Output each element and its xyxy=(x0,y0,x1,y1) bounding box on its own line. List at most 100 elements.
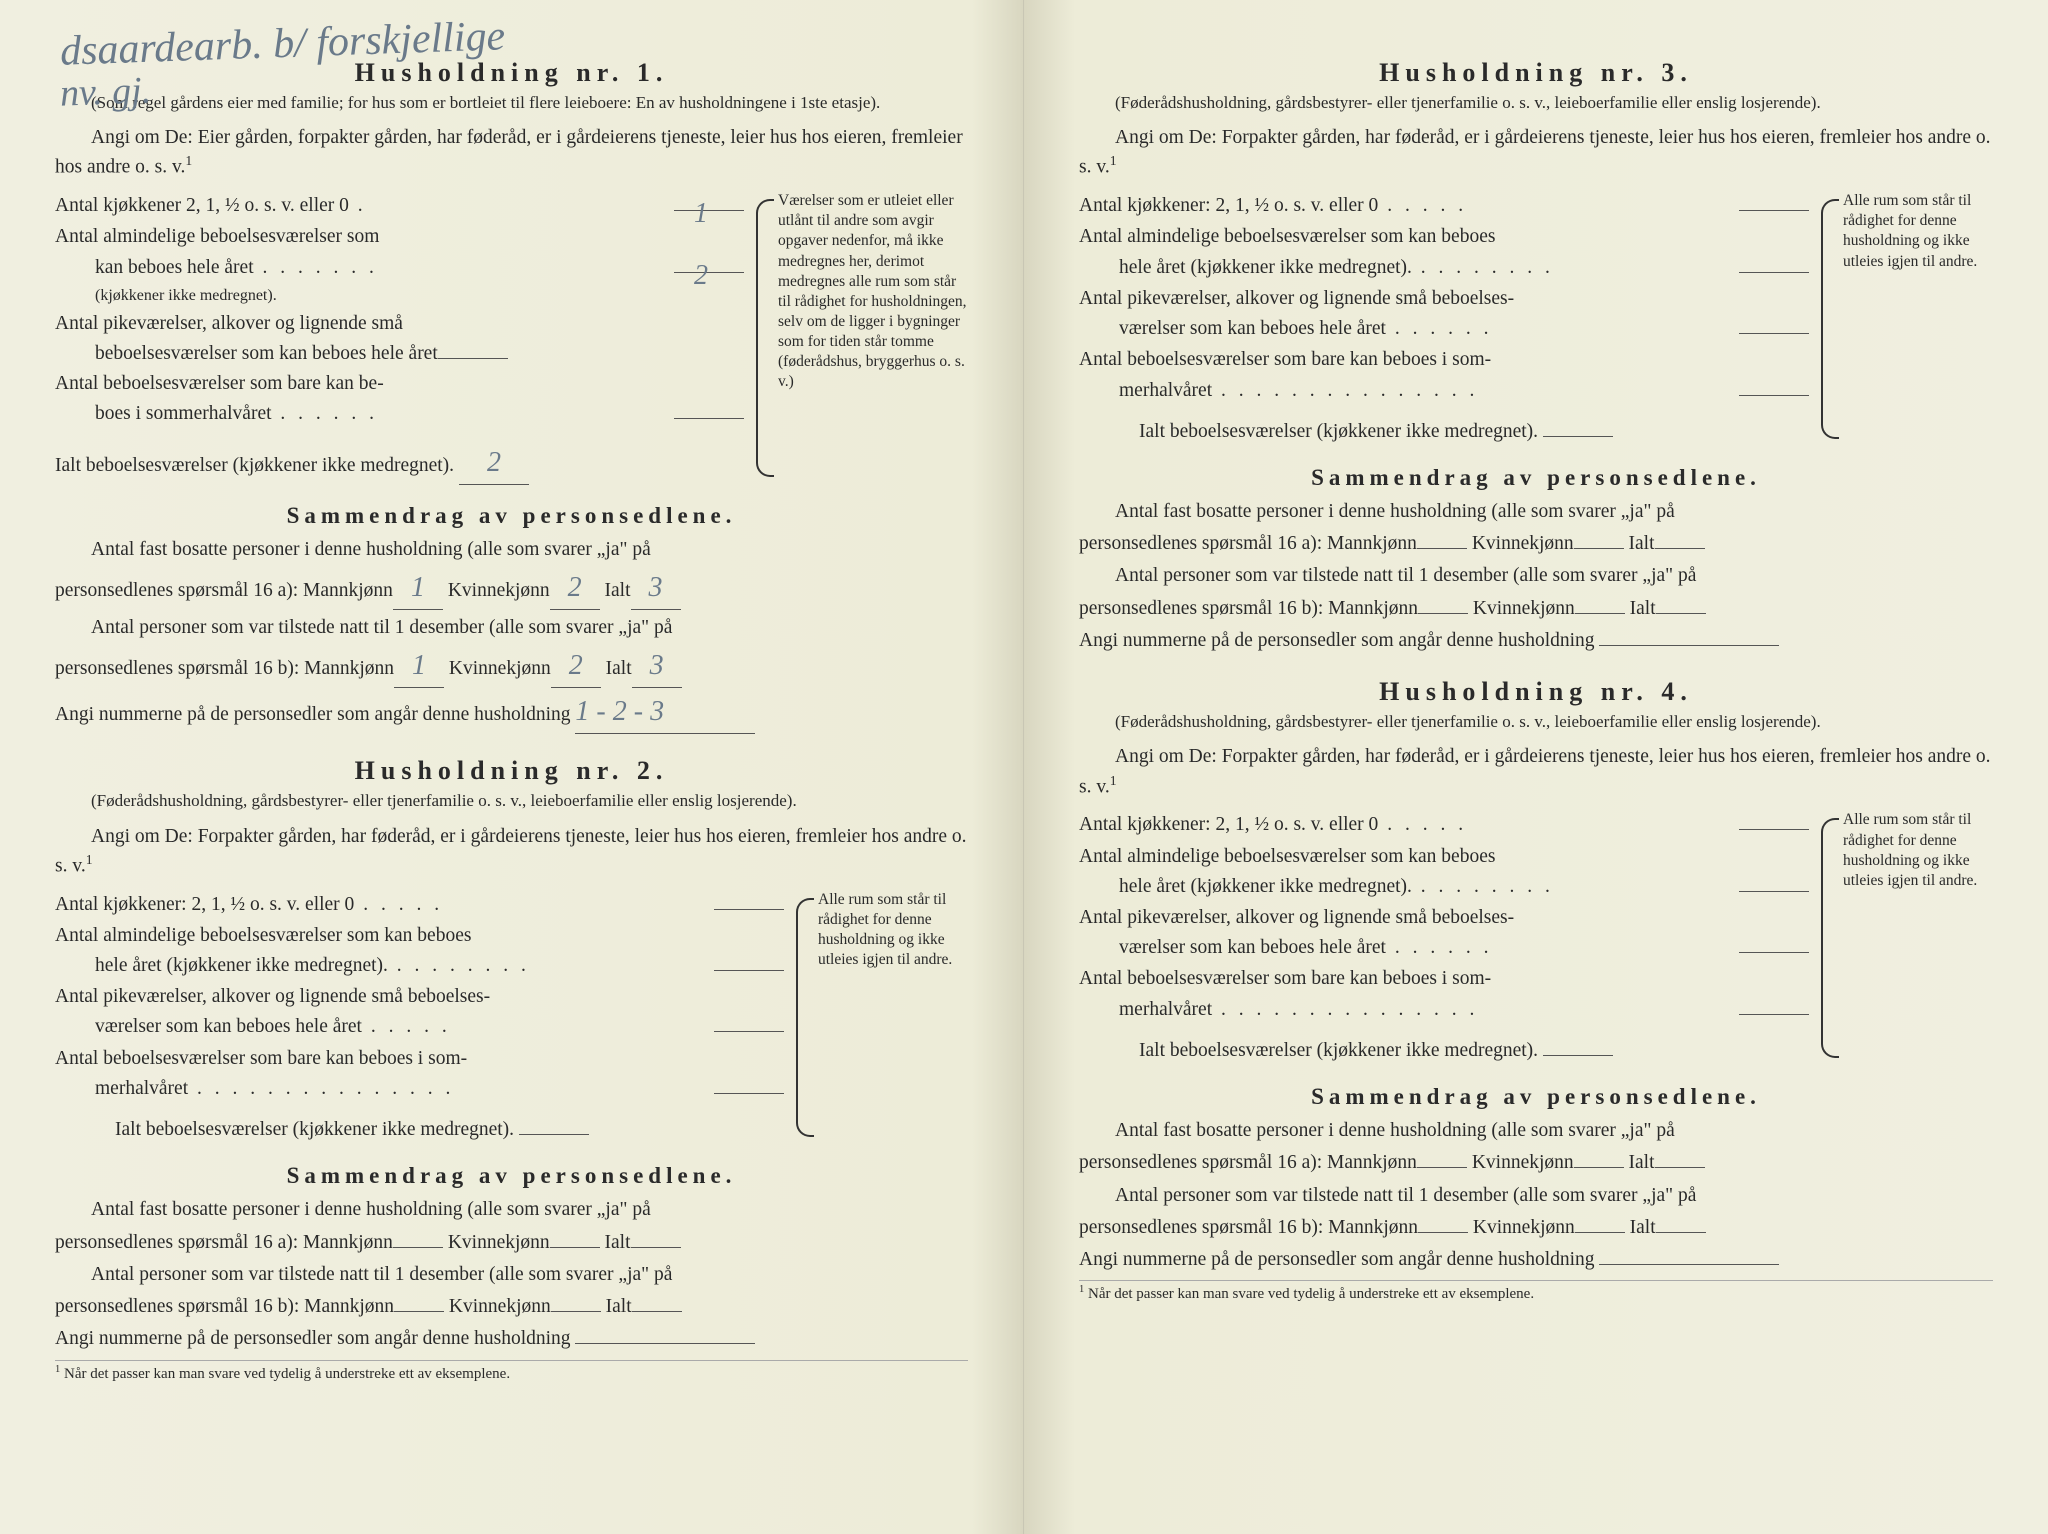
q: Antal kjøkkener: 2, 1, ½ o. s. v. eller … xyxy=(1079,191,1378,221)
q: hele året (kjøkkener ikke medregnet). xyxy=(1119,872,1412,902)
f xyxy=(714,909,784,910)
hw: 1 xyxy=(694,192,708,235)
footnote: 1 Når det passer kan man svare ved tydel… xyxy=(55,1360,968,1383)
s16b-2: personsedlenes spørsmål 16 b): Mannkjønn… xyxy=(1079,594,1993,623)
q: Antal pikeværelser, alkover og lignende … xyxy=(1079,284,1514,314)
h4-angi: Angi om De: Forpakter gården, har føderå… xyxy=(1079,743,1993,800)
f xyxy=(1739,891,1809,892)
q: beboelsesværelser som kan beboes hele år… xyxy=(95,339,438,369)
lbl: Kvinnekjønn xyxy=(1473,598,1575,619)
questions-col: Antal kjøkkener 2, 1, ½ o. s. v. eller 0… xyxy=(55,191,744,485)
sammendrag-title: Sammendrag av personsedlene. xyxy=(1079,465,1993,491)
lbl: Kvinnekjønn xyxy=(1472,533,1574,554)
h-num: 4. xyxy=(1661,677,1693,706)
lbl: Kvinnekjønn xyxy=(1473,1217,1575,1238)
h3-title: Husholdning nr. 3. xyxy=(1079,58,1993,88)
lbl: Kvinnekjønn xyxy=(448,580,550,601)
f: 2 xyxy=(550,567,600,610)
fill xyxy=(674,418,744,419)
q: merhalvåret xyxy=(1119,376,1212,406)
f xyxy=(714,970,784,971)
h-num: 2. xyxy=(637,756,669,785)
f: 1 - 2 - 3 xyxy=(575,691,755,734)
q: værelser som kan beboes hele året xyxy=(1119,933,1386,963)
h3-angi: Angi om De: Forpakter gården, har føderå… xyxy=(1079,124,1993,181)
f xyxy=(1656,613,1706,614)
angi-text: Angi om De: Forpakter gården, har føderå… xyxy=(1079,746,1991,797)
s16b-1: Antal personer som var tilstede natt til… xyxy=(55,613,968,642)
f xyxy=(1739,272,1809,273)
ialt: Ialt beboelsesværelser (kjøkkener ikke m… xyxy=(1079,417,1809,447)
household-1: Husholdning nr. 1. (Som regel gårdens ei… xyxy=(55,58,968,734)
hw: 2 xyxy=(694,254,708,297)
sup: 1 xyxy=(1110,153,1117,168)
lbl: Ialt xyxy=(605,580,631,601)
q: Antal almindelige beboelsesværelser som xyxy=(55,222,379,252)
f xyxy=(1417,1167,1467,1168)
f xyxy=(1574,548,1624,549)
f xyxy=(1739,829,1809,830)
handwriting-top2: nv. gj. xyxy=(59,68,152,115)
f xyxy=(1739,952,1809,953)
q: Antal beboelsesværelser som bare kan beb… xyxy=(1079,964,1491,994)
sammendrag-title: Sammendrag av personsedlene. xyxy=(55,1163,968,1189)
lbl: personsedlenes spørsmål 16 b): Mannkjønn xyxy=(55,1296,394,1317)
lbl: Ialt beboelsesværelser (kjøkkener ikke m… xyxy=(1139,421,1538,442)
q: værelser som kan beboes hele året xyxy=(1119,314,1386,344)
q: merhalvåret xyxy=(95,1074,188,1104)
lbl: Ialt xyxy=(1630,598,1656,619)
foot-text: Når det passer kan man svare ved tydelig… xyxy=(1088,1286,1534,1302)
f xyxy=(714,1031,784,1032)
f xyxy=(1543,436,1613,437)
sammendrag-title: Sammendrag av personsedlene. xyxy=(1079,1084,1993,1110)
s16a-1: Antal fast bosatte personer i denne hush… xyxy=(1079,497,1993,526)
f xyxy=(714,1093,784,1094)
s16b-1: Antal personer som var tilstede natt til… xyxy=(55,1260,968,1289)
lbl: personsedlenes spørsmål 16 b): Mannkjønn xyxy=(55,658,394,679)
lbl: personsedlenes spørsmål 16 b): Mannkjønn xyxy=(1079,598,1418,619)
f xyxy=(575,1343,755,1344)
hw: 2 xyxy=(569,650,583,681)
f xyxy=(1599,645,1779,646)
f xyxy=(1655,548,1705,549)
s16a-1: Antal fast bosatte personer i denne hush… xyxy=(55,535,968,564)
f xyxy=(1739,210,1809,211)
ialt: Ialt beboelsesværelser (kjøkkener ikke m… xyxy=(55,441,744,485)
q: Antal almindelige beboelsesværelser som … xyxy=(1079,222,1495,252)
lbl: Ialt beboelsesværelser (kjøkkener ikke m… xyxy=(115,1119,514,1140)
s16a-2: personsedlenes spørsmål 16 a): Mannkjønn… xyxy=(1079,529,1993,558)
q: Antal pikeværelser, alkover og lignende … xyxy=(55,982,490,1012)
q: Antal almindelige beboelsesværelser som … xyxy=(1079,842,1495,872)
s16b-1: Antal personer som var tilstede natt til… xyxy=(1079,1181,1993,1210)
lbl: personsedlenes spørsmål 16 a): Mannkjønn xyxy=(55,580,393,601)
fill-almind: 2 xyxy=(674,272,744,273)
q: værelser som kan beboes hele året xyxy=(95,1012,362,1042)
angi-text: Angi om De: Forpakter gården, har føderå… xyxy=(55,826,967,877)
f xyxy=(1739,333,1809,334)
sup: 1 xyxy=(1110,773,1117,788)
sup: 1 xyxy=(185,153,192,168)
sup: 1 xyxy=(55,1364,60,1375)
f xyxy=(631,1247,681,1248)
lbl: Ialt xyxy=(606,1296,632,1317)
q: boes i sommerhalvåret xyxy=(95,399,272,429)
q: Antal beboelsesværelser som bare kan beb… xyxy=(55,1044,467,1074)
h3-subtitle: (Føderådshusholdning, gårdsbestyrer- ell… xyxy=(1079,92,1993,114)
q: merhalvåret xyxy=(1119,995,1212,1025)
h2-angi: Angi om De: Forpakter gården, har føderå… xyxy=(55,823,968,880)
h4-questions: Antal kjøkkener: 2, 1, ½ o. s. v. eller … xyxy=(1079,810,1993,1066)
angi-num: Angi nummerne på de personsedler som ang… xyxy=(1079,626,1993,655)
q-kjokken: Antal kjøkkener 2, 1, ½ o. s. v. eller 0 xyxy=(55,191,349,221)
h2-questions: Antal kjøkkener: 2, 1, ½ o. s. v. eller … xyxy=(55,890,968,1146)
f xyxy=(1418,613,1468,614)
lbl: Ialt xyxy=(1629,1152,1655,1173)
bracket-note-h4: Alle rum som står til rådighet for denne… xyxy=(1821,810,1993,1066)
q: hele året (kjøkkener ikke medregnet). xyxy=(1119,253,1412,283)
f xyxy=(1599,1264,1779,1265)
hw: 2 xyxy=(568,572,582,603)
foot-text: Når det passer kan man svare ved tydelig… xyxy=(64,1366,510,1382)
sammendrag-title: Sammendrag av personsedlene. xyxy=(55,503,968,529)
lbl: Kvinnekjønn xyxy=(449,1296,551,1317)
angi-text: Angi om De: Forpakter gården, har føderå… xyxy=(1079,127,1991,178)
h-num: 3. xyxy=(1661,58,1693,87)
